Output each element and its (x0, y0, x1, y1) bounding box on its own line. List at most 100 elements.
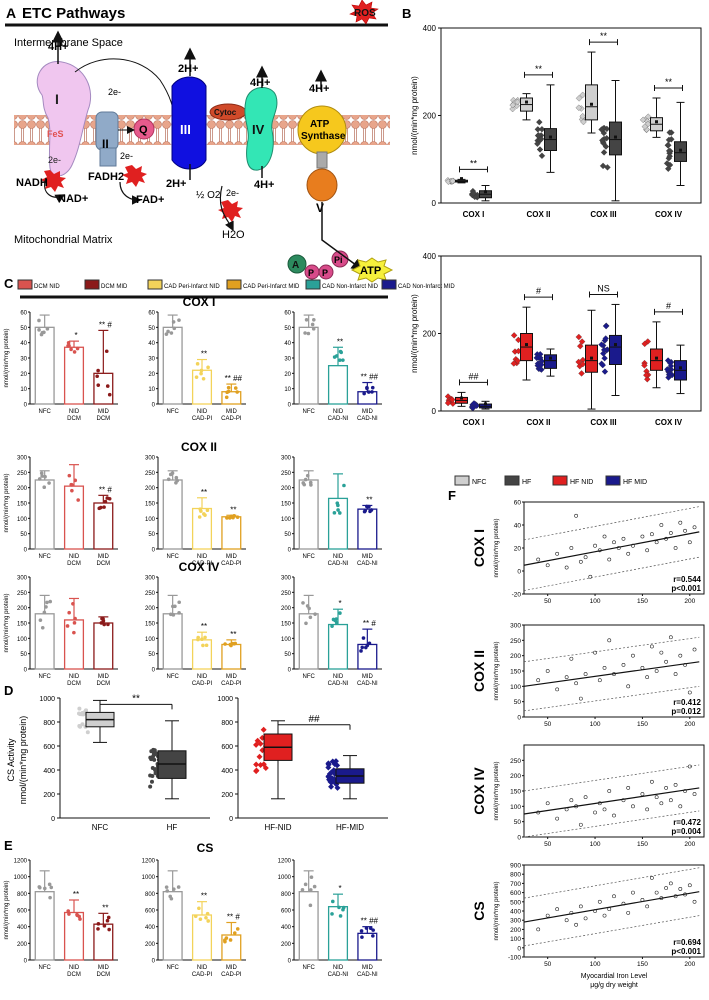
bar-ytick-label: 1200 (142, 859, 156, 865)
bar-point (67, 912, 71, 916)
f-point (555, 816, 560, 821)
bar-point (47, 481, 51, 485)
b-bot-point (578, 338, 586, 345)
d-ylabel-1: CS Activity (6, 738, 16, 782)
bar-ytick-label: 0 (24, 668, 28, 674)
bar-point (66, 340, 71, 345)
f-point (668, 881, 673, 886)
f-xtick-label: 150 (637, 841, 648, 848)
bar-ytick-label: 0 (288, 548, 292, 554)
bar-xtick-label-2: CAD-NI (357, 972, 378, 978)
bar-point (106, 915, 111, 920)
f-ytick-label: 60 (514, 500, 522, 507)
d-point (84, 708, 89, 713)
f-subplot-title: COX II (471, 650, 487, 692)
c-row-title: COX I (183, 295, 216, 309)
f-point (612, 672, 616, 676)
bar-xtick-label: NFC (166, 554, 179, 560)
b-top-point (665, 147, 673, 155)
f-point (654, 669, 659, 673)
bar-ytick-label: 50 (284, 652, 291, 658)
c-legend-swatch (147, 279, 163, 290)
bar-ytick-label: 400 (145, 925, 156, 931)
d-ytick-label: 800 (43, 720, 55, 727)
b-bot-point (538, 361, 545, 368)
f-point (555, 907, 560, 912)
bar-point (105, 384, 110, 388)
bar-sig-label: ** ## (361, 917, 379, 926)
f-ytick-label: 300 (510, 623, 521, 630)
f-xtick-label: 100 (590, 598, 601, 605)
f-point (612, 894, 616, 899)
f-r-value: r=0.472 (673, 818, 701, 827)
d-ylabel-2: nmol/(min*mg protein) (18, 716, 28, 805)
bar-xtick-label-2: CAD-PI (221, 561, 242, 567)
b-top-point (579, 113, 586, 120)
d-point (334, 784, 341, 791)
f-point (678, 887, 683, 891)
bar-xtick-label: MID (98, 409, 110, 415)
f-point (668, 798, 673, 803)
bar-ytick-label: 50 (284, 326, 291, 332)
bar-point (171, 320, 176, 324)
d-ytick-label: 400 (43, 768, 55, 775)
bar (93, 502, 114, 550)
bar-sig-label: ** (337, 337, 343, 346)
f-xtick-label: 150 (637, 598, 648, 605)
bar-ytick-label: 100 (145, 517, 156, 523)
f-point (692, 525, 697, 530)
bar-point (338, 511, 342, 515)
bar-ytick-label: 600 (145, 909, 156, 915)
b-top-point (536, 118, 543, 126)
atp-proton-label: 4H+ (309, 83, 330, 95)
b-bot-point (666, 359, 674, 367)
f-ytick-label: 700 (510, 881, 521, 888)
bar-point (102, 924, 107, 928)
f-point (569, 546, 574, 550)
f-xlabel-2: μg/g dry weight (590, 982, 638, 989)
bar-point (308, 903, 313, 908)
bar-xtick-label: NID (333, 965, 344, 971)
f-point (602, 807, 607, 812)
bar-point (332, 355, 337, 359)
bar-xtick-label-2: CAD-NI (328, 972, 349, 978)
complex-iii-label: III (180, 122, 191, 137)
f-point (564, 565, 569, 570)
f-point (683, 662, 687, 667)
bar-point (96, 927, 100, 931)
d-ytick-label: 400 (221, 768, 233, 775)
f-band-upper (523, 636, 700, 663)
bar-point (177, 600, 182, 605)
bar-xtick-label: MID (226, 674, 238, 680)
adp-phosphate-2-shape (318, 264, 334, 280)
f-point (687, 540, 692, 545)
f-r-value: r=0.412 (673, 698, 701, 707)
f-point (673, 894, 678, 899)
bar-point (70, 488, 74, 493)
d-ytick-label: 0 (229, 816, 233, 823)
bar-point (330, 899, 335, 904)
bar-ytick-label: 300 (145, 576, 156, 582)
b-bot-ytick-label: 400 (423, 252, 437, 261)
bar-xtick-label: NID (69, 674, 80, 680)
b-top-point (604, 164, 611, 171)
b-legend-label: HF (522, 479, 531, 486)
bar-point (197, 515, 202, 519)
d-point (152, 748, 157, 753)
bar-ytick-label: 50 (20, 326, 27, 332)
bar-ytick-label: 20 (148, 372, 155, 378)
d-point (150, 766, 155, 771)
b-top-point (575, 104, 583, 111)
bar-xtick-label: NID (69, 554, 80, 560)
complex-iv-shape (244, 87, 278, 171)
bar-point (48, 599, 53, 604)
bar-point (198, 507, 203, 511)
bar-sig-label: ** (366, 495, 372, 504)
f-point (597, 548, 602, 553)
bar-ytick-label: 30 (284, 357, 291, 363)
bar-point (313, 612, 317, 616)
bar-ytick-label: 300 (17, 576, 28, 582)
bar-point (172, 887, 176, 891)
e-label-3: 2e- (120, 151, 133, 161)
f-point (626, 910, 631, 915)
